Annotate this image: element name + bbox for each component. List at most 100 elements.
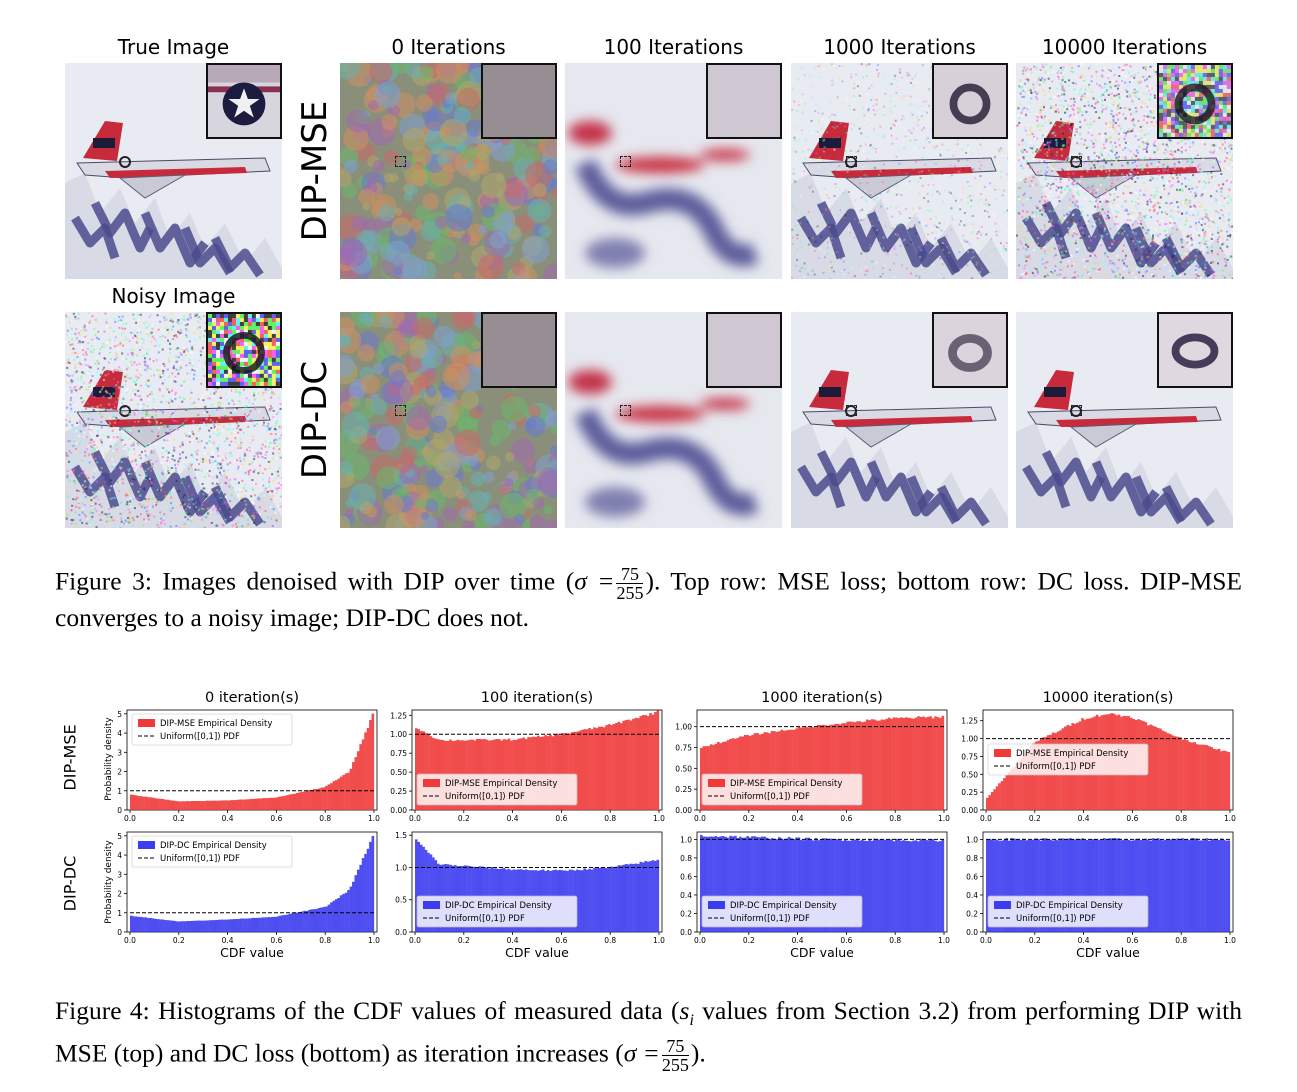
histogram-bar — [988, 838, 992, 932]
histogram-bar — [188, 801, 192, 810]
histogram-bar — [203, 800, 206, 810]
histogram-bar — [861, 722, 864, 810]
x-tick-label: 0.0 — [409, 814, 421, 823]
histogram-bar — [1169, 839, 1172, 932]
histogram-bar — [1005, 775, 1009, 810]
histogram-bar — [566, 733, 569, 810]
histogram-bar — [325, 785, 328, 810]
mse-10000-image — [1016, 63, 1233, 279]
x-tick-label: 0.4 — [507, 936, 519, 945]
histogram-bar — [1198, 840, 1201, 932]
histogram-bar — [166, 799, 170, 810]
legend-label-density: DIP-DC Empirical Density — [445, 901, 552, 911]
col-title-10000: 10000 Iterations — [1041, 35, 1208, 59]
y-tick-label: 0.0 — [680, 928, 692, 937]
histogram-bar — [912, 718, 915, 810]
y-tick-label: 0.00 — [675, 806, 692, 815]
histogram-bar — [585, 729, 589, 810]
histogram-bar — [195, 920, 199, 932]
legend-label-density: DIP-MSE Empirical Density — [160, 719, 272, 729]
zoom-region-marker — [620, 156, 631, 167]
histogram-bar — [178, 921, 182, 932]
histogram-bar — [208, 800, 211, 810]
x-tick-label: 0.2 — [458, 936, 470, 945]
y-tick-label: 0.2 — [680, 909, 692, 918]
histogram-bar — [1056, 840, 1060, 932]
histogram-bar — [295, 792, 299, 810]
histogram-bar — [364, 732, 367, 810]
histogram-bar — [785, 730, 788, 810]
histogram-bar — [1188, 840, 1192, 932]
histogram-bar — [281, 915, 284, 932]
zoom-region-marker — [1071, 405, 1082, 416]
histogram-bar — [1195, 744, 1199, 810]
histogram-bar — [875, 839, 879, 932]
histogram-bar — [266, 798, 270, 810]
histogram-bar — [878, 720, 881, 810]
histogram-bar — [415, 728, 418, 810]
y-tick-label: 1.0 — [395, 863, 407, 872]
histogram-bar — [807, 727, 810, 810]
histogram-bar — [1212, 838, 1216, 932]
histogram-bar — [929, 716, 932, 810]
histogram-bar — [234, 919, 238, 932]
histogram-panel: 0.0 0.5 1.0 1.5 0.0 0.2 0.4 0.6 0.8 1.0 DIP-DC Emp… — [395, 831, 665, 945]
x-tick-label: 0.2 — [173, 814, 185, 823]
histogram-bar — [1225, 751, 1228, 810]
histogram-bar — [1159, 839, 1162, 932]
histogram-bar — [281, 796, 284, 810]
hist-title-100: 100 iteration(s) — [480, 690, 594, 706]
dc-100-image — [565, 312, 782, 528]
histogram-bar — [853, 839, 857, 932]
dc-1000-image — [791, 312, 1008, 528]
histogram-bar — [868, 839, 871, 932]
histogram-bar — [1220, 751, 1223, 810]
histogram-bar — [1144, 838, 1148, 932]
histogram-bar — [941, 715, 945, 810]
histogram-bar — [1042, 838, 1045, 932]
histogram-bar — [986, 839, 989, 932]
histogram-bar — [208, 920, 211, 932]
histogram-bar — [649, 861, 652, 932]
histogram-bar — [239, 918, 243, 932]
histogram-bar — [1059, 838, 1062, 932]
y-tick-label: 4 — [117, 851, 122, 860]
histogram-bar — [332, 900, 336, 932]
histogram-bar — [885, 839, 889, 932]
legend-label-uniform: Uniform([0,1]) PDF — [1016, 914, 1096, 924]
histogram-bar — [259, 917, 262, 932]
histogram-bar — [1022, 838, 1026, 932]
histogram-bar — [995, 839, 999, 932]
histogram-bar — [222, 800, 226, 810]
legend-swatch — [423, 901, 440, 909]
histogram-bar — [851, 840, 854, 932]
histogram-bar — [649, 712, 652, 810]
histogram-bar — [880, 839, 884, 932]
legend-box — [416, 895, 578, 928]
histogram-bar — [787, 837, 791, 932]
histogram-bar — [627, 719, 630, 810]
histogram-bar — [610, 724, 613, 810]
histogram-bar — [176, 801, 179, 810]
histogram-bar — [537, 735, 540, 810]
y-tick-label: 5 — [117, 832, 122, 841]
histogram-bar — [741, 736, 745, 810]
histogram-bar — [856, 721, 859, 810]
histogram-bar — [1198, 744, 1201, 810]
histogram-bar — [532, 736, 535, 810]
histogram-bar — [890, 839, 893, 932]
histogram-bar — [809, 839, 813, 932]
histogram-panel: 0.00 0.25 0.50 0.75 1.00 1.25 0.0 0.2 0.4 0.6 0.8 1… — [390, 709, 665, 823]
histogram-bar — [902, 840, 906, 932]
histogram-bar — [629, 863, 633, 932]
histogram-bar — [534, 736, 538, 810]
histogram-bar — [276, 797, 279, 810]
histogram-bar — [305, 910, 309, 932]
histogram-bar — [1037, 839, 1040, 932]
histogram-bar — [1205, 745, 1209, 810]
histogram-bar — [656, 859, 660, 932]
dc-10000-image — [1016, 312, 1233, 528]
histogram-bar — [743, 734, 747, 810]
histogram-bar — [283, 914, 287, 932]
y-tick-label: 3 — [117, 748, 122, 757]
